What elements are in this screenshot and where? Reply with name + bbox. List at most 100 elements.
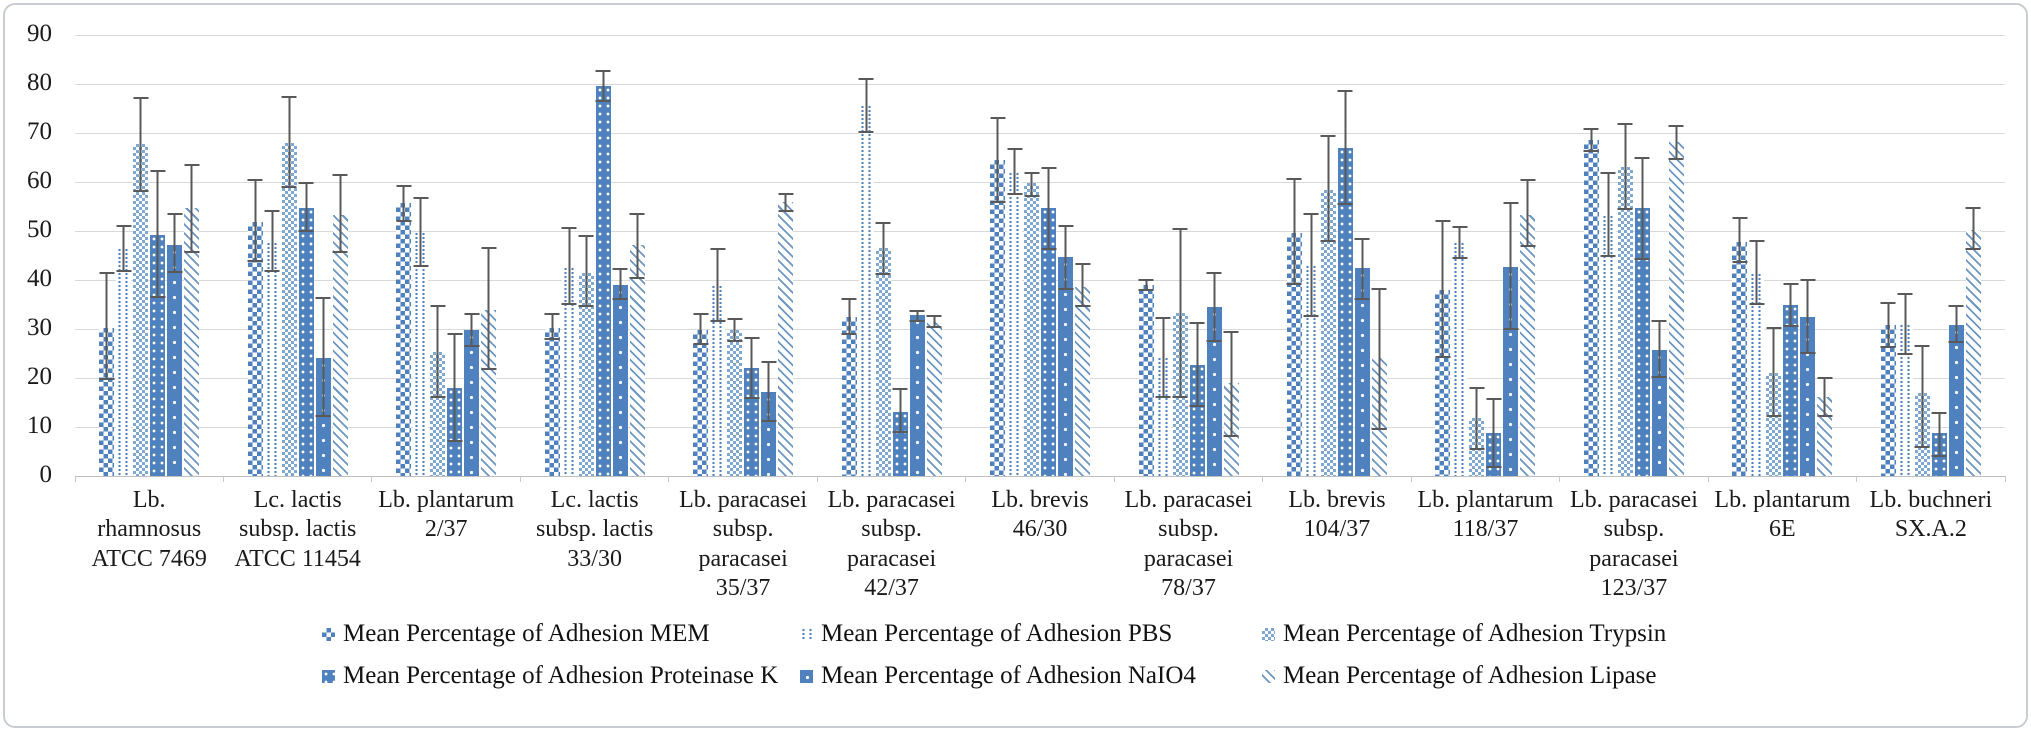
x-category-label-text: Lc. lactis subsp. lactis ATCC 11454: [234, 487, 361, 572]
bar: [1897, 324, 1913, 476]
legend-swatch-icon: [1262, 669, 1275, 683]
bar-group: [75, 35, 223, 476]
y-tick-label: 90: [27, 20, 52, 47]
bar: [1058, 256, 1074, 476]
x-category-label-text: Lb. paracasei subsp. paracasei 78/37: [1124, 487, 1253, 601]
x-category-label-text: Lb. plantarum 6E: [1714, 487, 1851, 543]
bar-slot: [1965, 35, 1981, 476]
x-category-label-text: Lb. plantarum 2/37: [378, 487, 515, 543]
bar: [264, 241, 280, 476]
x-category-label-text: Lb. brevis 104/37: [1288, 487, 1386, 543]
bar-group: [1560, 35, 1708, 476]
x-axis-tick: [668, 476, 670, 482]
x-axis-tick: [222, 476, 224, 482]
x-category-label-text: Lc. lactis subsp. lactis 33/30: [535, 487, 654, 572]
x-category-label: Lc. lactis subsp. lactis 33/30: [520, 486, 668, 603]
bar: [761, 391, 777, 476]
bar-slot: [116, 35, 132, 476]
bar-slot: [1766, 35, 1782, 476]
bar-slot: [1948, 35, 1964, 476]
bar-slot: [875, 35, 891, 476]
x-category-label: Lb. buchneri SX.A.2: [1857, 486, 2005, 603]
bar: [315, 357, 331, 476]
bar-slot: [1583, 35, 1599, 476]
bar-slot: [1914, 35, 1930, 476]
bar: [481, 309, 497, 476]
bar-slot: [1817, 35, 1833, 476]
y-tick-label: 30: [27, 314, 52, 341]
bar-slot: [396, 35, 412, 476]
bar: [561, 266, 577, 476]
bar-slot: [1880, 35, 1896, 476]
bar-slot: [693, 35, 709, 476]
x-axis-labels: Lb. rhamnosus ATCC 7469 Lc. lactis subsp.…: [75, 486, 2005, 603]
bar-slot: [1503, 35, 1519, 476]
bar: [396, 203, 412, 476]
gridline: [75, 475, 2005, 477]
x-category-label-text: Lb. brevis 46/30: [991, 487, 1089, 543]
bar: [926, 322, 942, 476]
x-category-label: Lb. paracasei subsp. paracasei 42/37: [817, 486, 965, 603]
bar-slot: [990, 35, 1006, 476]
legend-item: Mean Percentage of Adhesion Proteinase K: [322, 662, 800, 690]
bar-slot: [544, 35, 560, 476]
bar: [1520, 214, 1536, 476]
bar-slot: [264, 35, 280, 476]
bar-group: [817, 35, 965, 476]
gridline: [75, 279, 2005, 281]
bar-slot: [1155, 35, 1171, 476]
bar-slot: [1600, 35, 1616, 476]
bar: [1634, 207, 1650, 476]
bar-slot: [1435, 35, 1451, 476]
bar: [1783, 305, 1799, 476]
bar: [1337, 148, 1353, 476]
bar-slot: [841, 35, 857, 476]
bar: [133, 143, 149, 476]
bar: [595, 86, 611, 476]
legend-swatch-icon: [322, 627, 335, 641]
bar: [1172, 312, 1188, 476]
bar-slot: [629, 35, 645, 476]
bar-slot: [1452, 35, 1468, 476]
bar: [1303, 264, 1319, 476]
x-axis-tick: [1559, 476, 1561, 482]
bar: [1452, 241, 1468, 476]
bar: [167, 245, 183, 476]
bar: [858, 105, 874, 476]
bar-slot: [1337, 35, 1353, 476]
bar: [1024, 182, 1040, 476]
gridline: [75, 377, 2005, 379]
y-tick-label: 50: [27, 216, 52, 243]
bar-slot: [1223, 35, 1239, 476]
bar-slot: [1206, 35, 1222, 476]
legend-item: Mean Percentage of Adhesion NaIO4: [800, 662, 1262, 690]
bar-slot: [315, 35, 331, 476]
legend-item: Mean Percentage of Adhesion Trypsin: [1262, 620, 1962, 648]
legend-swatch-icon: [1262, 627, 1275, 641]
bar-slot: [133, 35, 149, 476]
x-category-label-text: Lb. plantarum 118/37: [1417, 487, 1554, 543]
bar-slot: [1520, 35, 1536, 476]
y-tick-label: 40: [27, 265, 52, 292]
x-category-label-text: Lb. paracasei subsp. paracasei 123/37: [1569, 487, 1698, 601]
x-category-label: Lb. rhamnosus ATCC 7469: [75, 486, 223, 603]
bar-slot: [99, 35, 115, 476]
bar: [430, 352, 446, 476]
x-axis-tick: [1410, 476, 1412, 482]
bar: [1435, 289, 1451, 476]
bar-slot: [561, 35, 577, 476]
x-axis-tick: [519, 476, 521, 482]
bar-slot: [464, 35, 480, 476]
bar: [1800, 316, 1816, 476]
bar-slot: [1486, 35, 1502, 476]
bar-slot: [909, 35, 925, 476]
legend-item: Mean Percentage of Adhesion PBS: [800, 620, 1262, 648]
bar-slot: [1668, 35, 1684, 476]
bar: [1007, 172, 1023, 476]
bar: [544, 328, 560, 476]
bar-slot: [926, 35, 942, 476]
bar-slot: [1354, 35, 1370, 476]
bar: [778, 201, 794, 476]
bar-group: [1857, 35, 2005, 476]
bar: [578, 273, 594, 476]
